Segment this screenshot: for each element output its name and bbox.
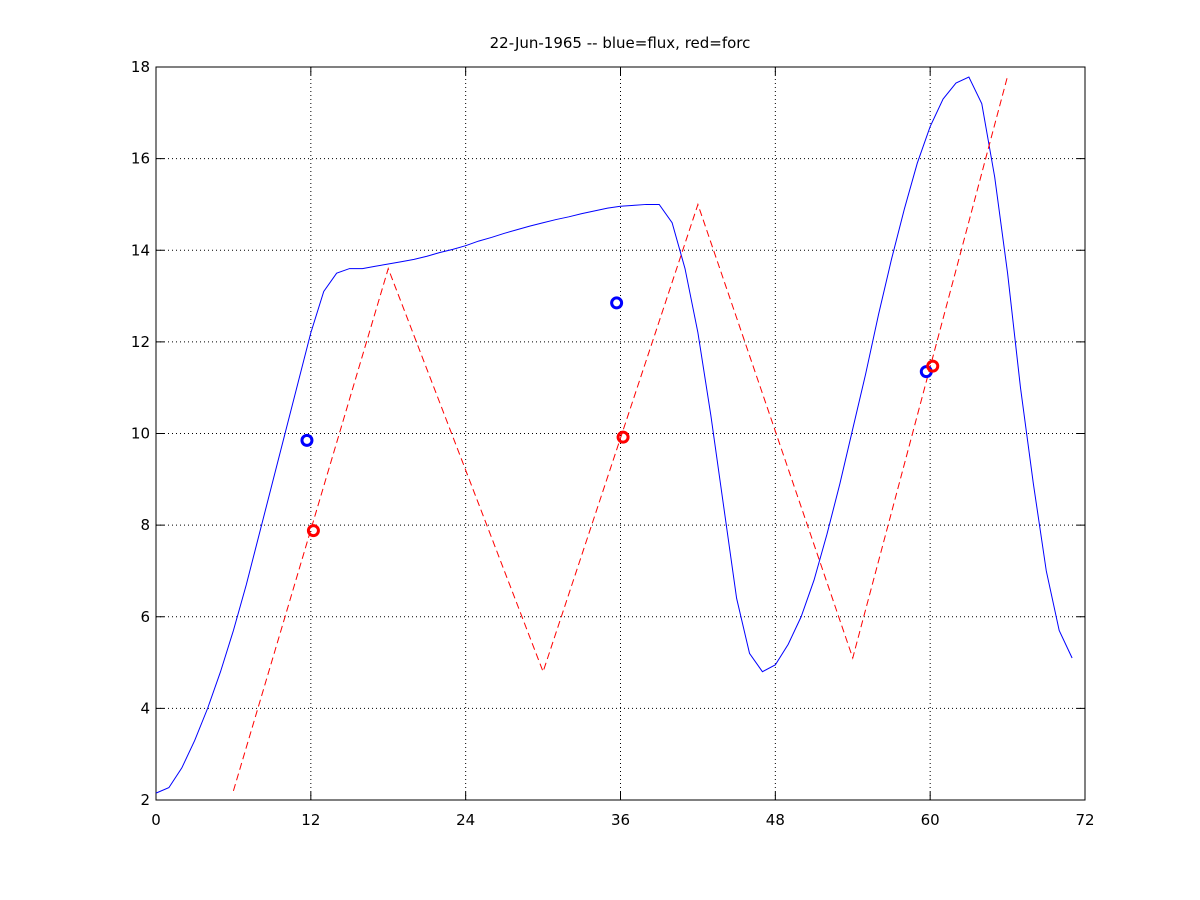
x-tick-label: 24: [456, 811, 475, 829]
data-marker: [926, 359, 940, 373]
plot-frame: [155, 66, 1086, 801]
x-tick-label: 0: [151, 811, 161, 829]
chart-title: 22-Jun-1965 -- blue=flux, red=forc: [490, 34, 751, 52]
y-tick-label: 14: [131, 241, 150, 259]
data-line: [232, 76, 1009, 791]
y-tick-label: 4: [140, 699, 150, 717]
y-tick-label: 8: [140, 516, 150, 534]
y-tick-label: 6: [140, 608, 150, 626]
x-tick-label: 12: [301, 811, 320, 829]
data-marker: [616, 430, 630, 444]
y-tick-label: 2: [140, 791, 150, 809]
x-tick-label: 36: [611, 811, 630, 829]
x-tick-label: 60: [921, 811, 940, 829]
y-tick-label: 16: [131, 150, 150, 168]
y-tick-label: 10: [131, 425, 150, 443]
y-tick-label: 12: [131, 333, 150, 351]
data-line: [155, 76, 1073, 794]
data-marker: [306, 524, 320, 538]
data-marker: [610, 296, 624, 310]
y-tick-label: 18: [131, 58, 150, 76]
x-tick-label: 48: [766, 811, 785, 829]
data-marker: [300, 433, 314, 447]
x-tick-label: 72: [1075, 811, 1094, 829]
